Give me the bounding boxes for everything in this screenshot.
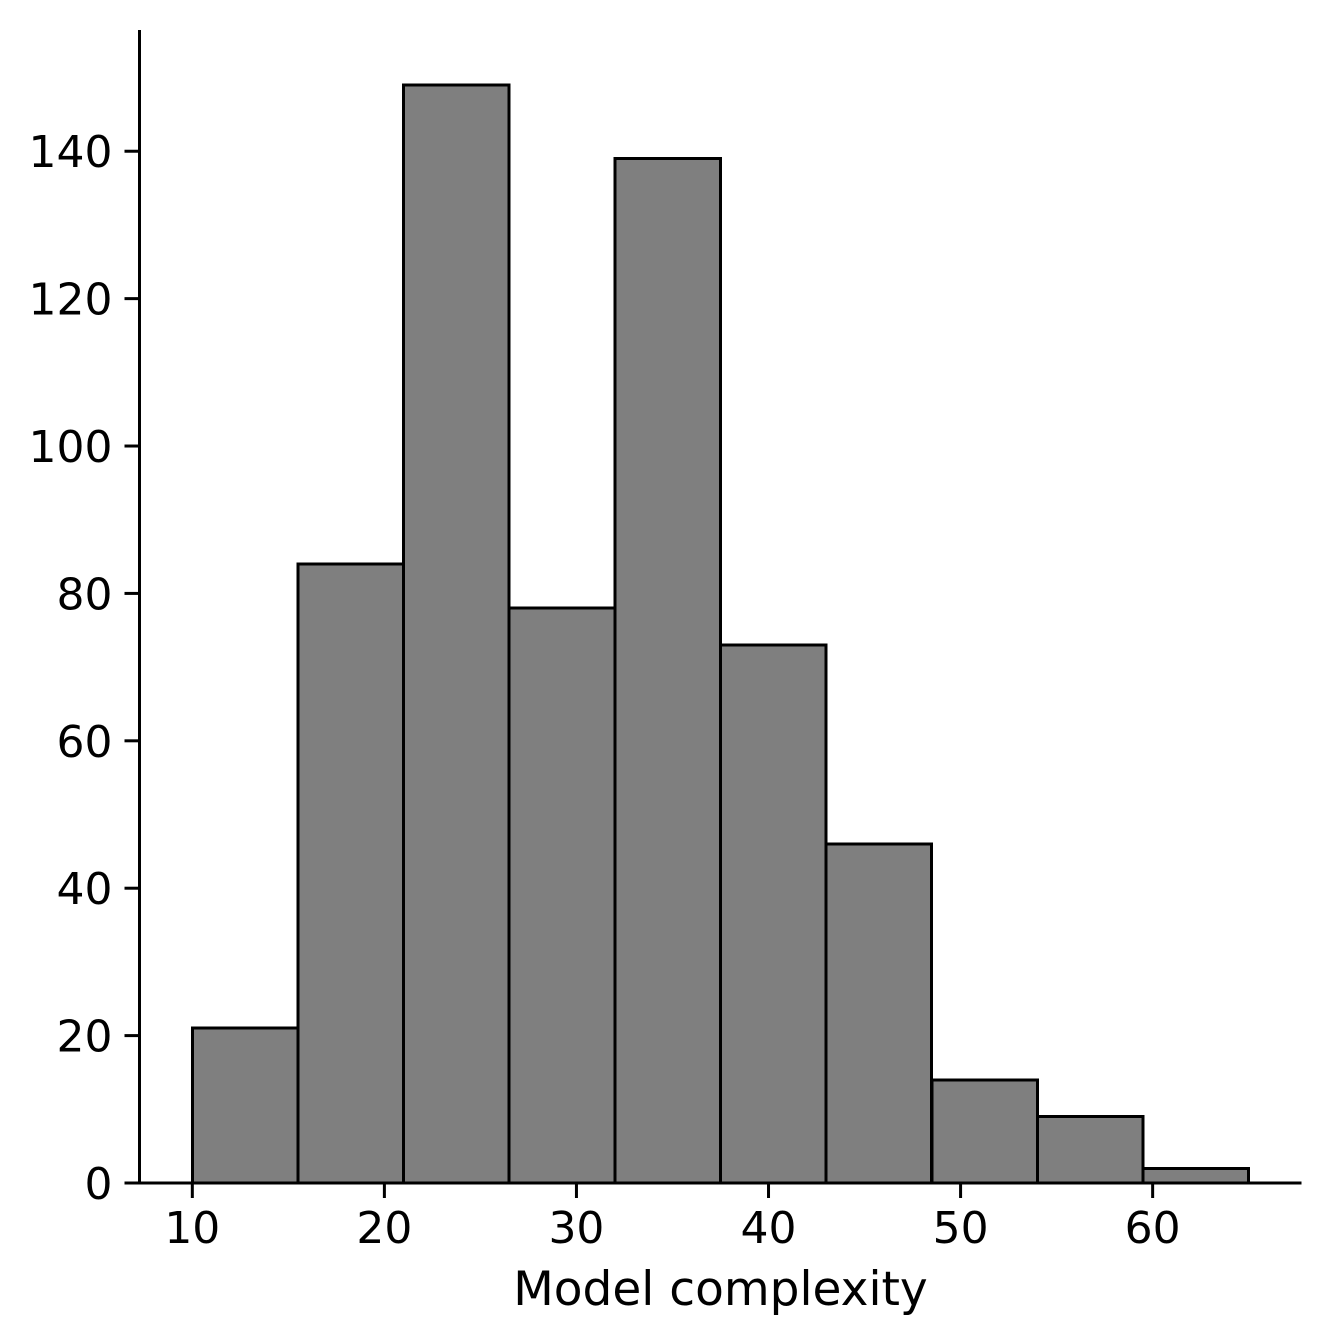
- histogram-bar: [613, 157, 723, 1185]
- histogram-bar: [296, 562, 406, 1185]
- x-tick-label: 10: [164, 1203, 220, 1254]
- axes-spines: [138, 30, 1302, 1185]
- y-tick-label: 140: [29, 127, 113, 178]
- histogram-bar: [719, 643, 828, 1185]
- x-tick-label: 60: [1125, 1203, 1181, 1254]
- y-tick-label: 40: [57, 864, 113, 915]
- y-tick-label: 0: [85, 1159, 113, 1210]
- y-tick-label: 80: [57, 569, 113, 620]
- histogram-bar: [930, 1078, 1039, 1185]
- x-tick-label: 20: [356, 1203, 412, 1254]
- x-tick-label: 50: [933, 1203, 989, 1254]
- x-axis-title: Model complexity: [513, 1262, 928, 1317]
- histogram-bar: [1035, 1115, 1145, 1185]
- y-tick-label: 20: [57, 1012, 113, 1063]
- histogram-bar: [1141, 1166, 1251, 1185]
- x-tick-label: 40: [741, 1203, 797, 1254]
- y-tick-label: 100: [29, 422, 113, 473]
- x-tick-label: 30: [548, 1203, 604, 1254]
- histogram-bar: [402, 83, 511, 1185]
- y-tick-label: 60: [57, 717, 113, 768]
- histogram-bar: [507, 606, 617, 1185]
- ticks-layer: 10 20 30 40 50 60 0 20 40 60 80 100 120 140: [29, 127, 1181, 1254]
- histogram-bar: [190, 1026, 300, 1185]
- y-tick-label: 120: [29, 275, 113, 326]
- bars-layer: [190, 83, 1251, 1185]
- histogram-bar: [824, 842, 934, 1185]
